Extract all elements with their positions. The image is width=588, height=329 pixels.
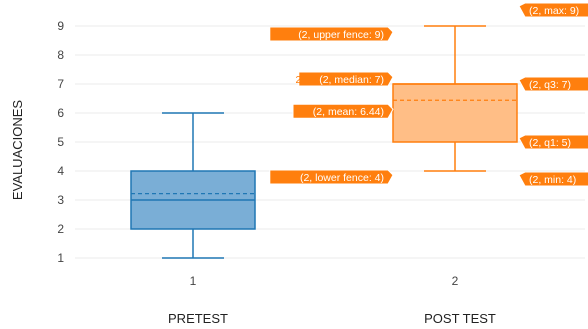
hover-label: (2, q1: 5) [518, 134, 588, 150]
y-tick-label: 7 [57, 77, 64, 91]
hover-label-text: (2, q3: 7) [529, 79, 571, 91]
box-series [130, 25, 518, 259]
y-axis-label: EVALUACIONES [10, 100, 25, 201]
y-tick-label: 4 [57, 164, 64, 178]
hover-labels: (2, max: 9) (2, upper fence: 9) (2, median… [269, 2, 588, 187]
hover-label: (2, median: 7) [298, 71, 394, 87]
box-group [130, 112, 256, 259]
hover-label-text: (2, q1: 5) [529, 137, 571, 149]
y-tick-label: 8 [57, 48, 64, 62]
hover-label: (2, lower fence: 4) [269, 169, 394, 185]
y-tick-label: 6 [57, 106, 64, 120]
hover-label-box [518, 2, 588, 18]
x-group-label: POST TEST [424, 311, 496, 326]
hover-label-text: (2, min: 4) [529, 174, 576, 186]
x-group-label: PRETEST [168, 311, 228, 326]
hover-label-box [518, 76, 588, 92]
hover-label-text: (2, mean: 6.44) [313, 106, 384, 118]
hover-label-box [292, 103, 394, 119]
hover-label-box [518, 134, 588, 150]
hover-label: (2, q3: 7) [518, 76, 588, 92]
x-tick-label: 1 [190, 274, 197, 288]
y-tick-label: 3 [57, 193, 64, 207]
hover-label-text: (2, median: 7) [319, 74, 384, 86]
hover-label-text: (2, lower fence: 4) [300, 172, 384, 184]
hover-label: (2, max: 9) [518, 2, 588, 18]
hover-label-box [269, 26, 394, 42]
y-tick-label: 1 [57, 251, 64, 265]
hover-label-box [518, 171, 588, 187]
hover-label: (2, min: 4) [518, 171, 588, 187]
box-group [392, 25, 518, 172]
x-axis-labels: 1 PRETEST 2 POST TEST [168, 274, 496, 326]
x-tick-label: 2 [452, 274, 459, 288]
y-tick-label: 9 [57, 19, 64, 33]
hover-label-box [298, 71, 394, 87]
hover-trace-label: 2 [295, 75, 301, 86]
y-tick-label: 2 [57, 222, 64, 236]
iqr-box [392, 83, 518, 143]
y-tick-label: 5 [57, 135, 64, 149]
hover-label-text: (2, max: 9) [529, 5, 579, 17]
hover-label: (2, upper fence: 9) [269, 26, 394, 42]
hover-label-text: (2, upper fence: 9) [298, 29, 384, 41]
hover-label-box [269, 169, 394, 185]
hover-label: (2, mean: 6.44) [292, 103, 394, 119]
y-axis-ticks: 1 2 3 4 5 6 7 8 9 [57, 19, 64, 265]
